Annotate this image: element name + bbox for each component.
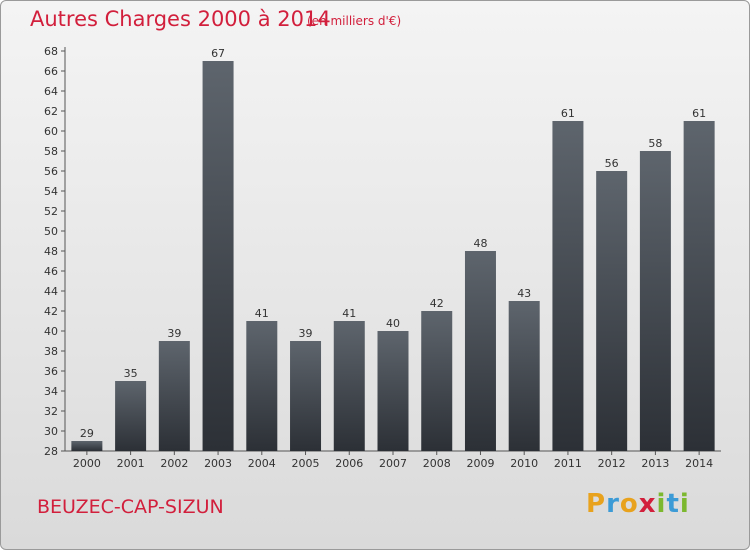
bar <box>639 151 671 451</box>
y-tick-label: 32 <box>44 405 58 418</box>
bars <box>71 61 715 451</box>
data-label: 67 <box>211 47 225 60</box>
commune-name: BEUZEC-CAP-SIZUN <box>37 496 224 518</box>
logo-letter: P <box>586 489 607 519</box>
bar <box>377 331 409 451</box>
bar <box>464 251 496 451</box>
proxiti-logo[interactable]: Proxiti <box>586 489 690 519</box>
data-label: 39 <box>299 327 313 340</box>
bar <box>596 171 628 451</box>
x-tick-label: 2001 <box>117 457 145 470</box>
y-tick-label: 40 <box>44 325 58 338</box>
y-tick-label: 50 <box>44 225 58 238</box>
y-tick-label: 56 <box>44 165 58 178</box>
data-labels: 29 35 39 67 41 39 41 40 42 48 43 61 56 58 61 <box>80 47 706 440</box>
y-tick-label: 42 <box>44 305 58 318</box>
bar <box>552 121 584 451</box>
logo-letter: r <box>606 489 620 519</box>
y-tick-label: 54 <box>44 185 58 198</box>
y-tick-label: 68 <box>44 45 58 58</box>
y-tick-label: 44 <box>44 285 58 298</box>
bar <box>158 341 190 451</box>
y-tick-label: 60 <box>44 125 58 138</box>
x-tick-label: 2007 <box>379 457 407 470</box>
x-tick-label: 2009 <box>466 457 494 470</box>
logo-letter: t <box>666 489 680 519</box>
data-label: 58 <box>648 137 662 150</box>
x-tick-label: 2013 <box>641 457 669 470</box>
logo-letter: i <box>679 489 690 519</box>
x-tick-label: 2002 <box>160 457 188 470</box>
y-tick-label: 52 <box>44 205 58 218</box>
x-tick-label: 2000 <box>73 457 101 470</box>
x-tick-label: 2004 <box>248 457 276 470</box>
bar <box>333 321 365 451</box>
data-label: 29 <box>80 427 94 440</box>
data-label: 61 <box>561 107 575 120</box>
y-tick-label: 48 <box>44 245 58 258</box>
y-tick-label: 36 <box>44 365 58 378</box>
x-axis: 2000 2001 2002 2003 2004 2005 2006 2007 2008 2009… <box>65 450 721 470</box>
y-tick-label: 38 <box>44 345 58 358</box>
y-axis: 28 30 32 34 36 38 40 42 44 46 48 50 52 54 56 58 60 62 64 66… <box>44 45 66 458</box>
x-tick-label: 2008 <box>423 457 451 470</box>
bar <box>683 121 715 451</box>
data-label: 48 <box>473 237 487 250</box>
logo-letter: x <box>638 489 657 519</box>
data-label: 41 <box>342 307 356 320</box>
data-label: 35 <box>124 367 138 380</box>
x-tick-label: 2005 <box>292 457 320 470</box>
data-label: 39 <box>167 327 181 340</box>
x-tick-label: 2003 <box>204 457 232 470</box>
bar <box>508 301 540 451</box>
data-label: 43 <box>517 287 531 300</box>
x-tick-label: 2014 <box>685 457 713 470</box>
data-label: 41 <box>255 307 269 320</box>
y-tick-label: 66 <box>44 65 58 78</box>
data-label: 56 <box>605 157 619 170</box>
data-label: 61 <box>692 107 706 120</box>
bar <box>246 321 278 451</box>
y-tick-label: 64 <box>44 85 58 98</box>
data-label: 42 <box>430 297 444 310</box>
data-label: 40 <box>386 317 400 330</box>
y-tick-label: 62 <box>44 105 58 118</box>
bar <box>421 311 453 451</box>
logo-letter: i <box>656 489 667 519</box>
y-tick-label: 28 <box>44 445 58 458</box>
bar <box>290 341 322 451</box>
logo-letter: o <box>619 489 639 519</box>
chart-subtitle: (en milliers d'€) <box>307 14 402 28</box>
y-tick-label: 30 <box>44 425 58 438</box>
bar <box>115 381 147 451</box>
x-tick-label: 2010 <box>510 457 538 470</box>
y-tick-label: 46 <box>44 265 58 278</box>
bar <box>71 441 103 451</box>
x-tick-label: 2006 <box>335 457 363 470</box>
y-tick-label: 34 <box>44 385 58 398</box>
x-tick-label: 2012 <box>598 457 626 470</box>
chart-title: Autres Charges 2000 à 2014 <box>30 7 331 31</box>
x-tick-label: 2011 <box>554 457 582 470</box>
y-tick-label: 58 <box>44 145 58 158</box>
bar <box>202 61 234 451</box>
